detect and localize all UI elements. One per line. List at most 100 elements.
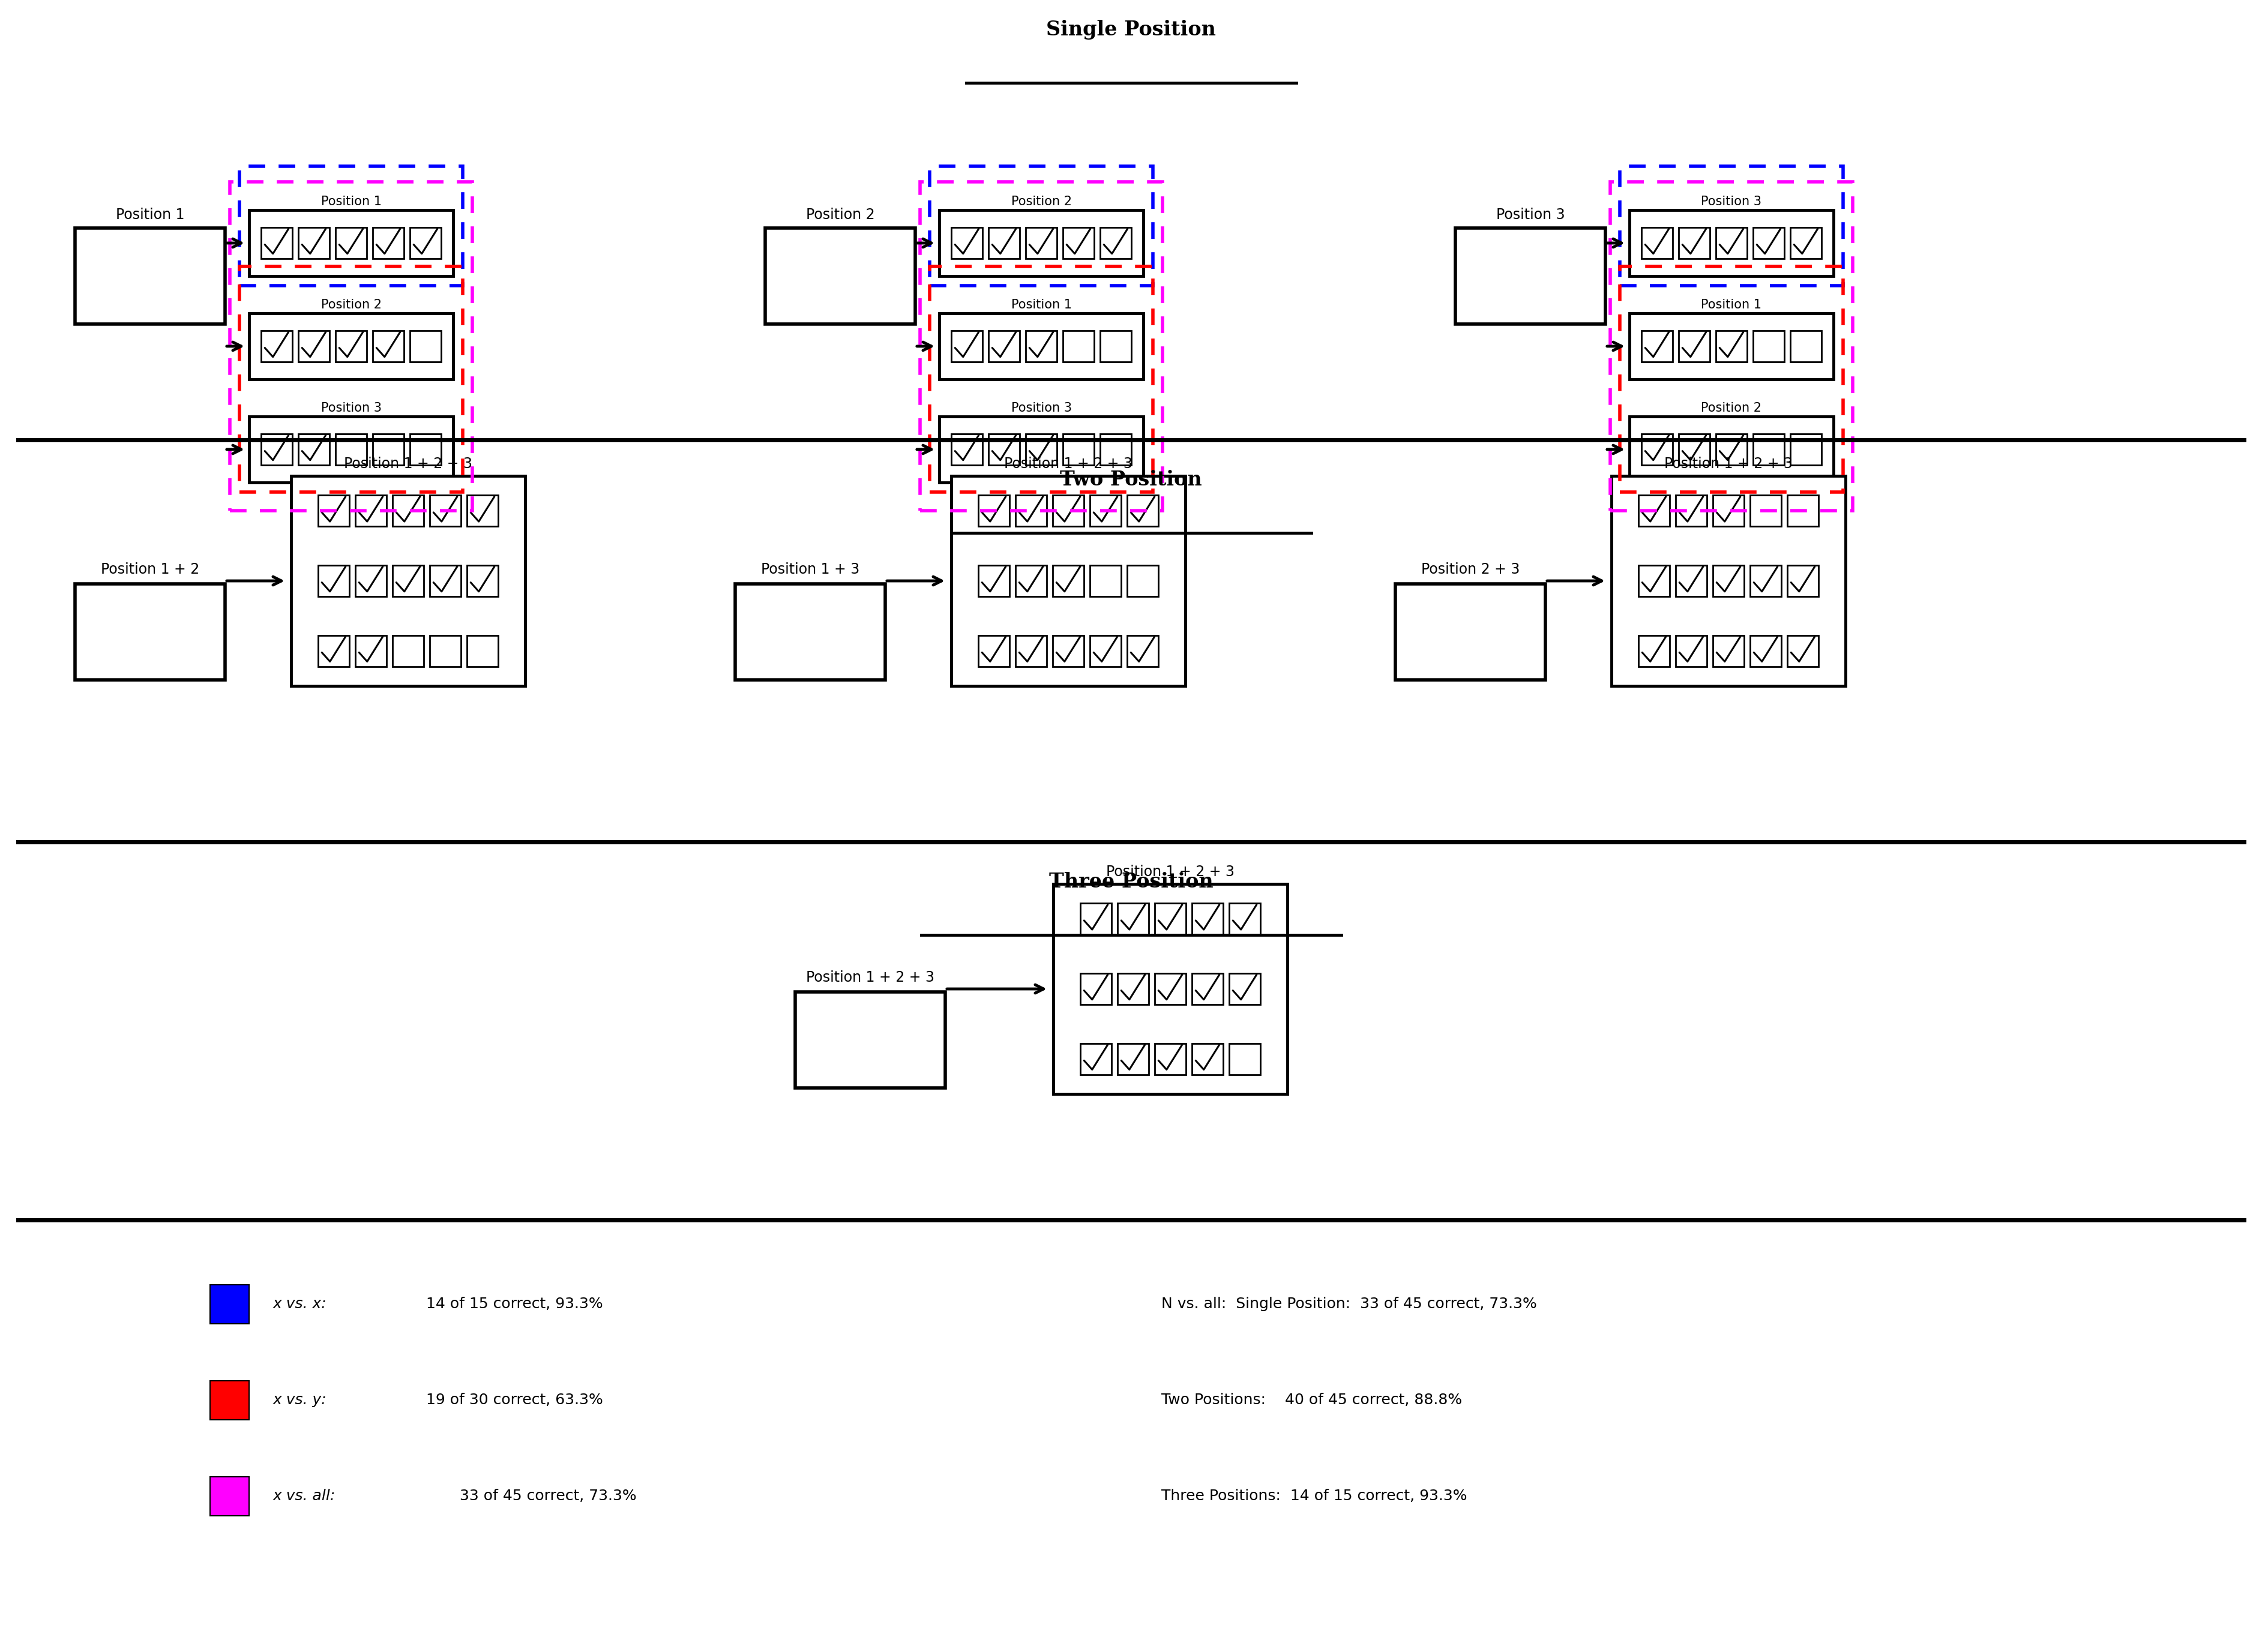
Text: Position 1 + 2 + 3: Position 1 + 2 + 3 (344, 456, 473, 471)
Bar (1620, 266, 1844, 492)
Bar (466, 565, 498, 596)
Bar (319, 565, 348, 596)
Text: Position 1 + 2 + 3: Position 1 + 2 + 3 (1004, 456, 1133, 471)
Bar (1454, 228, 1606, 324)
Bar (373, 434, 405, 466)
Bar (1678, 228, 1710, 259)
Bar (1154, 973, 1185, 1004)
Bar (249, 210, 452, 276)
Bar (765, 228, 916, 324)
Bar (466, 636, 498, 666)
Bar (1090, 636, 1122, 666)
Text: x vs. y:: x vs. y: (274, 1393, 328, 1408)
Bar (430, 496, 461, 527)
Bar (1099, 434, 1131, 466)
Bar (988, 330, 1020, 362)
Text: Position 2: Position 2 (805, 208, 875, 221)
Bar (1789, 330, 1821, 362)
Bar (1126, 565, 1158, 596)
Text: Position 2: Position 2 (1701, 401, 1762, 415)
Bar (1751, 565, 1780, 596)
Bar (1228, 973, 1260, 1004)
Bar (1016, 636, 1047, 666)
Bar (1228, 1044, 1260, 1074)
Bar (977, 565, 1009, 596)
Bar (1117, 1044, 1149, 1074)
Bar (1192, 904, 1224, 935)
Bar (1712, 496, 1744, 527)
Bar (977, 636, 1009, 666)
Text: 14 of 15 correct, 93.3%: 14 of 15 correct, 93.3% (416, 1297, 604, 1312)
Text: Three Position: Three Position (1050, 872, 1212, 892)
Bar (1063, 330, 1095, 362)
Bar (1052, 565, 1083, 596)
Bar (1620, 167, 1844, 286)
Bar (1676, 496, 1708, 527)
Bar (409, 330, 441, 362)
Bar (355, 496, 387, 527)
Bar (75, 228, 224, 324)
Bar (1025, 228, 1056, 259)
Bar (231, 182, 473, 510)
Bar (1638, 565, 1669, 596)
Bar (1678, 330, 1710, 362)
Text: N vs. all:  Single Position:  33 of 45 correct, 73.3%: N vs. all: Single Position: 33 of 45 cor… (1160, 1297, 1536, 1312)
Text: Single Position: Single Position (1045, 20, 1217, 40)
Bar (1751, 496, 1780, 527)
Text: Position 1 + 3: Position 1 + 3 (760, 562, 860, 577)
Bar (1081, 973, 1111, 1004)
Bar (1117, 904, 1149, 935)
Text: Position 1: Position 1 (1011, 299, 1072, 311)
Bar (1676, 565, 1708, 596)
Bar (75, 583, 224, 681)
Bar (939, 416, 1142, 482)
Text: Position 1 + 2 + 3: Position 1 + 2 + 3 (1665, 456, 1794, 471)
Bar (1081, 904, 1111, 935)
Bar (921, 182, 1163, 510)
Bar (1638, 496, 1669, 527)
Text: Position 1 + 2: Position 1 + 2 (102, 562, 199, 577)
Text: Two Position: Two Position (1061, 469, 1201, 489)
Bar (355, 565, 387, 596)
Bar (299, 330, 330, 362)
Bar (1081, 1044, 1111, 1074)
Bar (409, 228, 441, 259)
Text: Position 3: Position 3 (1011, 401, 1072, 415)
Bar (299, 434, 330, 466)
Text: Position 1 + 2 + 3: Position 1 + 2 + 3 (1106, 864, 1235, 879)
Bar (394, 636, 423, 666)
Bar (260, 434, 292, 466)
Text: Position 2: Position 2 (321, 299, 382, 311)
Bar (1629, 210, 1834, 276)
Text: Three Positions:  14 of 15 correct, 93.3%: Three Positions: 14 of 15 correct, 93.3% (1160, 1488, 1466, 1503)
Text: 19 of 30 correct, 63.3%: 19 of 30 correct, 63.3% (416, 1393, 604, 1408)
Bar (988, 228, 1020, 259)
Bar (1787, 496, 1819, 527)
Bar (1090, 565, 1122, 596)
Bar (1751, 636, 1780, 666)
Bar (249, 416, 452, 482)
Bar (394, 565, 423, 596)
Bar (930, 266, 1154, 492)
Bar (735, 583, 884, 681)
Text: Position 1: Position 1 (115, 208, 185, 221)
Bar (1154, 1044, 1185, 1074)
Bar (335, 434, 366, 466)
Bar (796, 991, 946, 1089)
Text: Position 2: Position 2 (1011, 195, 1072, 208)
Bar (394, 496, 423, 527)
Bar (240, 266, 464, 492)
Bar (292, 476, 525, 686)
Bar (373, 330, 405, 362)
Bar (409, 434, 441, 466)
Text: 33 of 45 correct, 73.3%: 33 of 45 correct, 73.3% (450, 1488, 636, 1503)
Bar (1789, 434, 1821, 466)
Bar (1126, 636, 1158, 666)
Bar (952, 476, 1185, 686)
Bar (1228, 904, 1260, 935)
Bar (1016, 565, 1047, 596)
Bar (1611, 182, 1853, 510)
Bar (260, 330, 292, 362)
Bar (1753, 434, 1785, 466)
Bar (939, 314, 1142, 380)
